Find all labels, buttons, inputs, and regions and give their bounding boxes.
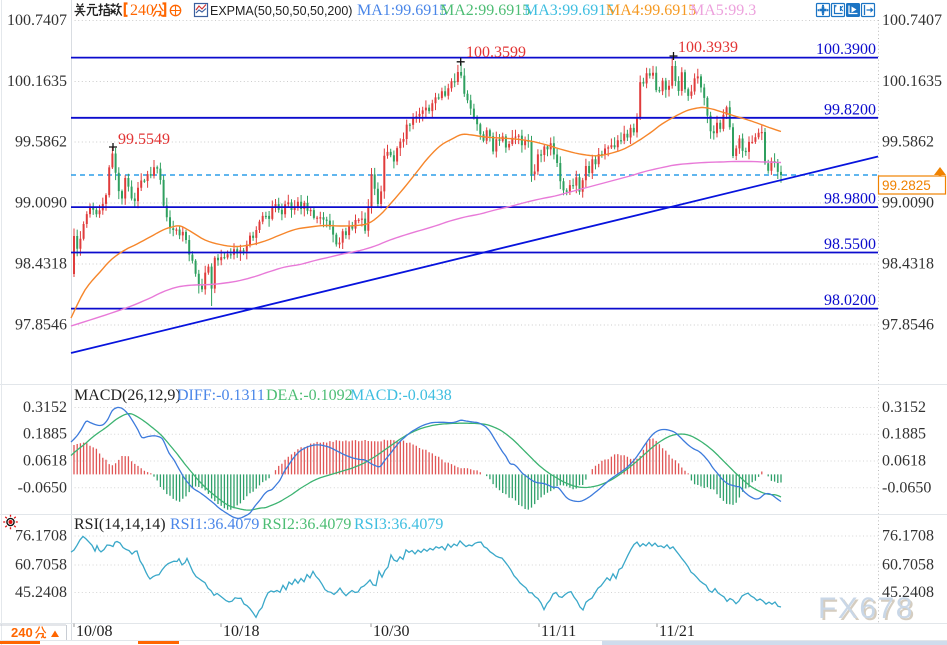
svg-text:99.8200: 99.8200 [824, 101, 876, 118]
svg-text:RSI2:36.4079: RSI2:36.4079 [262, 516, 351, 533]
svg-text:RSI3:36.4079: RSI3:36.4079 [354, 516, 443, 533]
svg-text:98.0200: 98.0200 [824, 292, 876, 309]
svg-text:0.1885: 0.1885 [23, 426, 67, 443]
svg-text:MA4:99.6915: MA4:99.6915 [606, 2, 696, 19]
svg-text:10/30: 10/30 [373, 623, 409, 640]
svg-text:100.3900: 100.3900 [816, 41, 876, 58]
svg-text:98.9800: 98.9800 [824, 191, 876, 208]
svg-text:98.5500: 98.5500 [824, 236, 876, 253]
svg-text:RSI(14,14,14): RSI(14,14,14) [74, 516, 166, 533]
svg-text:98.4318: 98.4318 [882, 256, 934, 273]
svg-text:FX678: FX678 [818, 592, 914, 625]
svg-text:98.4318: 98.4318 [15, 256, 67, 273]
svg-text:11/21: 11/21 [659, 623, 695, 640]
svg-text:60.7058: 60.7058 [15, 557, 67, 574]
svg-text:99.5549: 99.5549 [118, 131, 170, 148]
svg-text:11/11: 11/11 [541, 623, 576, 640]
svg-text:RSI1:36.4079: RSI1:36.4079 [170, 516, 259, 533]
svg-text:MACD:-0.0438: MACD:-0.0438 [350, 387, 452, 404]
svg-text:100.7407: 100.7407 [7, 12, 67, 29]
svg-text:60.7058: 60.7058 [882, 557, 934, 574]
svg-text:99.2825: 99.2825 [882, 178, 931, 193]
svg-text:MA5:99.3: MA5:99.3 [690, 2, 756, 19]
svg-text:45.2408: 45.2408 [15, 584, 67, 601]
svg-text:99.5862: 99.5862 [882, 134, 934, 151]
svg-text:100.3599: 100.3599 [466, 44, 526, 61]
svg-text:MA2:99.6915: MA2:99.6915 [440, 2, 530, 19]
svg-text:DIFF:-0.1311: DIFF:-0.1311 [177, 387, 265, 404]
svg-text:45.2408: 45.2408 [882, 584, 934, 601]
svg-text:97.8546: 97.8546 [882, 317, 934, 334]
svg-text:100.1635: 100.1635 [882, 73, 942, 90]
svg-text:0.3152: 0.3152 [23, 399, 67, 416]
svg-text:0.3152: 0.3152 [882, 399, 926, 416]
svg-text:99.0090: 99.0090 [15, 195, 67, 212]
svg-text:99.5862: 99.5862 [15, 134, 67, 151]
svg-text:240: 240 [130, 2, 154, 19]
svg-text:240: 240 [11, 625, 33, 640]
svg-text:FX678: FX678 [820, 594, 916, 627]
svg-text:DEA:-0.1092: DEA:-0.1092 [266, 387, 353, 404]
svg-text:0.0618: 0.0618 [882, 453, 926, 470]
svg-text:76.1708: 76.1708 [15, 528, 67, 545]
svg-text:100.7407: 100.7407 [882, 12, 942, 29]
svg-text:MACD(26,12,9): MACD(26,12,9) [74, 387, 181, 404]
svg-text:100.1635: 100.1635 [7, 73, 67, 90]
svg-text:99.0090: 99.0090 [882, 195, 934, 212]
svg-text:76.1708: 76.1708 [882, 528, 934, 545]
svg-text:10/18: 10/18 [223, 623, 259, 640]
svg-text:MA3:99.6915: MA3:99.6915 [524, 2, 614, 19]
svg-text:97.8546: 97.8546 [15, 317, 67, 334]
svg-text:0.1885: 0.1885 [882, 426, 926, 443]
svg-text:EXPMA(50,50,50,50,200): EXPMA(50,50,50,50,200) [210, 4, 352, 18]
svg-text:-0.0650: -0.0650 [882, 479, 931, 496]
svg-text:-0.0650: -0.0650 [18, 479, 67, 496]
svg-text:MA1:99.6915: MA1:99.6915 [357, 2, 447, 19]
svg-text:0.0618: 0.0618 [23, 453, 67, 470]
svg-text:100.3939: 100.3939 [678, 39, 738, 56]
svg-text:10/08: 10/08 [76, 623, 112, 640]
